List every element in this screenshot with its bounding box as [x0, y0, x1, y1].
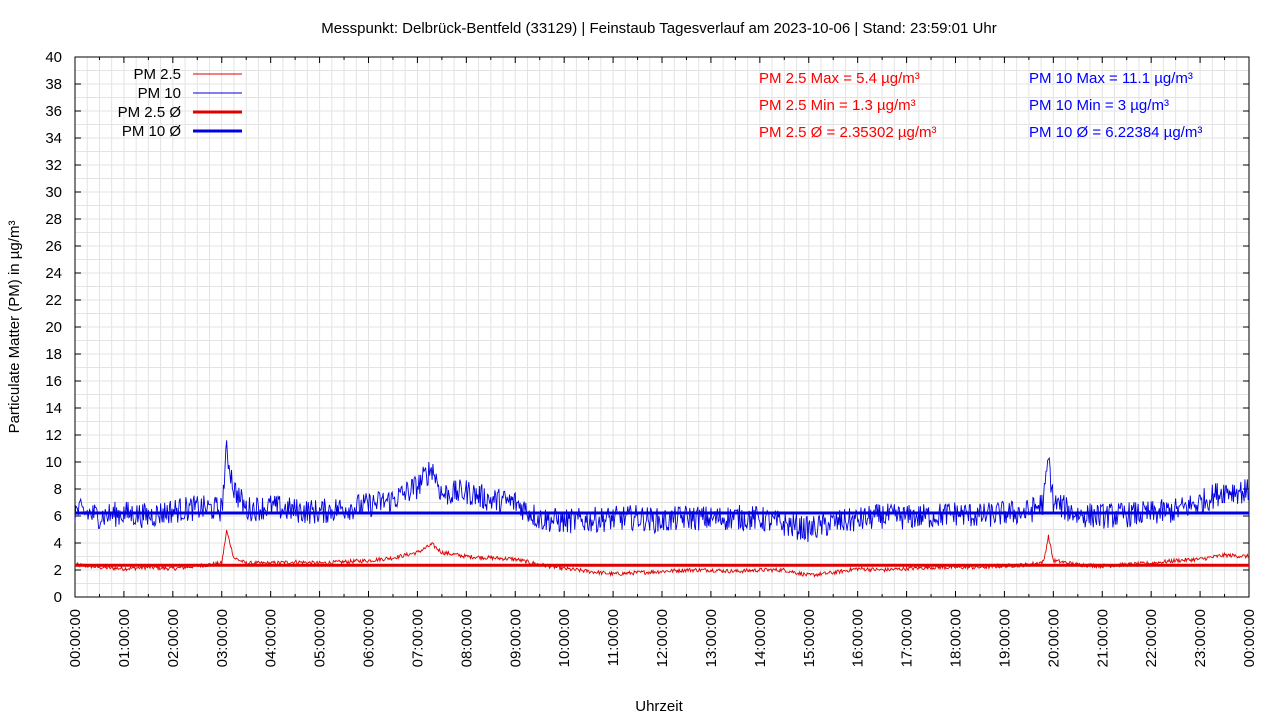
pm25-stat-label: PM 2.5 Ø = 2.35302 µg/m³ [759, 124, 936, 141]
y-tick-label: 30 [45, 184, 62, 201]
x-tick-label: 18:00:00 [948, 609, 965, 667]
x-tick-label: 23:00:00 [1192, 609, 1209, 667]
y-tick-label: 16 [45, 373, 62, 390]
x-tick-label: 04:00:00 [263, 609, 280, 667]
x-tick-label: 01:00:00 [116, 609, 133, 667]
x-tick-label: 03:00:00 [214, 609, 231, 667]
x-tick-label: 10:00:00 [556, 609, 573, 667]
y-tick-label: 28 [45, 211, 62, 228]
y-tick-label: 36 [45, 103, 62, 120]
x-tick-label: 19:00:00 [996, 609, 1013, 667]
pm10-stat-label: PM 10 Min = 3 µg/m³ [1029, 97, 1169, 114]
x-tick-label: 00:00:00 [1241, 609, 1258, 667]
x-tick-label: 11:00:00 [605, 609, 622, 666]
y-tick-label: 4 [54, 535, 62, 552]
x-tick-label: 14:00:00 [752, 609, 769, 667]
x-tick-label: 12:00:00 [654, 609, 671, 667]
y-tick-label: 18 [45, 346, 62, 363]
legend-label: PM 10 Ø [122, 123, 182, 140]
y-tick-label: 26 [45, 238, 62, 255]
legend-label: PM 2.5 Ø [118, 104, 182, 121]
axes: 024681012141618202224262830323436384000:… [45, 49, 1258, 667]
y-tick-label: 38 [45, 76, 62, 93]
x-tick-label: 16:00:00 [850, 609, 867, 667]
stat-annotations: PM 2.5 Max = 5.4 µg/m³ PM 2.5 Min = 1.3 µ… [759, 70, 1202, 141]
y-tick-label: 32 [45, 157, 62, 174]
x-tick-label: 02:00:00 [165, 609, 182, 667]
x-tick-label: 08:00:00 [458, 609, 475, 667]
y-tick-label: 12 [45, 427, 62, 444]
y-tick-label: 2 [54, 562, 62, 579]
x-tick-label: 13:00:00 [703, 609, 720, 667]
x-tick-label: 15:00:00 [801, 609, 818, 667]
x-tick-label: 22:00:00 [1143, 609, 1160, 667]
y-tick-label: 34 [45, 130, 62, 147]
pm10-stat-label: PM 10 Ø = 6.22384 µg/m³ [1029, 124, 1202, 141]
x-tick-label: 17:00:00 [899, 609, 916, 667]
y-tick-label: 6 [54, 508, 62, 525]
x-axis-label: Uhrzeit [635, 698, 683, 715]
series-lines [74, 440, 1250, 578]
pm10-stat-label: PM 10 Max = 11.1 µg/m³ [1029, 70, 1193, 87]
chart-title: Messpunkt: Delbrück-Bentfeld (33129) | F… [321, 20, 996, 37]
legend: PM 2.5 PM 10 PM 2.5 Ø PM 10 Ø [118, 66, 242, 140]
x-tick-label: 07:00:00 [409, 609, 426, 667]
y-tick-label: 24 [45, 265, 62, 282]
x-tick-label: 00:00:00 [67, 609, 84, 667]
pm25-stat-label: PM 2.5 Min = 1.3 µg/m³ [759, 97, 916, 114]
y-tick-label: 10 [45, 454, 62, 471]
y-tick-label: 14 [45, 400, 62, 417]
x-tick-label: 09:00:00 [507, 609, 524, 667]
legend-label: PM 10 [138, 85, 181, 102]
pm25-stat-label: PM 2.5 Max = 5.4 µg/m³ [759, 70, 920, 87]
y-tick-label: 8 [54, 481, 62, 498]
x-tick-label: 20:00:00 [1045, 609, 1062, 667]
x-tick-label: 05:00:00 [312, 609, 329, 667]
y-tick-label: 0 [54, 589, 62, 606]
x-tick-label: 06:00:00 [361, 609, 378, 667]
y-axis-label: Particulate Matter (PM) in µg/m³ [6, 221, 23, 434]
x-tick-label: 21:00:00 [1094, 609, 1111, 667]
y-tick-label: 20 [45, 319, 62, 336]
y-tick-label: 22 [45, 292, 62, 309]
y-tick-label: 40 [45, 49, 62, 66]
legend-label: PM 2.5 [133, 66, 181, 83]
